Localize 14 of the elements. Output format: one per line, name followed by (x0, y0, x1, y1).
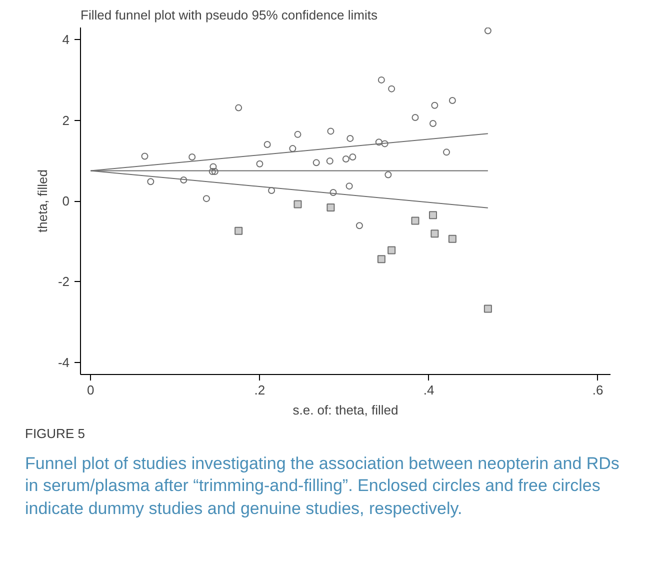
chart-title: Filled funnel plot with pseudo 95% confidence limits (80, 8, 378, 22)
text: Funnel plot of studies investigating the association between neopterin and RDs in serum/plasma after “trimming-and-filling”. Enclosed circles and free circles indicate dummy studies and genuine studies, respectively. (25, 452, 620, 520)
x-tick-label: .6 (592, 382, 604, 398)
y-tick-label: 4 (62, 32, 70, 48)
x-axis-title: s.e. of: theta, filled (292, 402, 398, 418)
x-tick-label: .4 (423, 382, 434, 398)
y-tick-label: -4 (58, 354, 70, 370)
x-tick-label: .2 (254, 382, 266, 398)
y-tick-label: 2 (62, 112, 70, 128)
y-axis-title: theta, filled (34, 170, 50, 232)
y-tick-label: 0 (62, 194, 70, 208)
y-tick-label: -2 (58, 274, 70, 290)
caption: FIGURE 5 (25, 425, 85, 443)
x-tick-label: 0 (87, 382, 94, 398)
